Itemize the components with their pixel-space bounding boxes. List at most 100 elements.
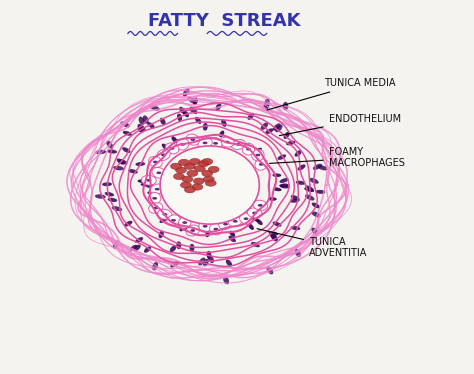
Ellipse shape [186, 225, 200, 236]
Ellipse shape [279, 184, 289, 187]
Ellipse shape [280, 178, 289, 183]
Ellipse shape [193, 178, 204, 184]
Ellipse shape [252, 216, 259, 222]
Ellipse shape [291, 195, 300, 200]
Ellipse shape [291, 226, 301, 230]
Ellipse shape [163, 215, 170, 220]
Ellipse shape [202, 141, 208, 144]
Ellipse shape [146, 184, 155, 188]
Ellipse shape [195, 117, 201, 124]
Ellipse shape [253, 200, 267, 211]
Ellipse shape [129, 245, 137, 251]
Ellipse shape [210, 223, 222, 235]
Ellipse shape [123, 131, 132, 136]
Ellipse shape [190, 244, 194, 252]
Ellipse shape [108, 198, 118, 202]
Ellipse shape [147, 122, 155, 129]
Ellipse shape [247, 208, 262, 218]
Ellipse shape [273, 174, 282, 177]
Ellipse shape [137, 180, 146, 183]
Ellipse shape [273, 221, 282, 227]
Ellipse shape [155, 188, 160, 190]
Ellipse shape [271, 233, 278, 241]
Ellipse shape [146, 179, 151, 182]
Ellipse shape [184, 187, 195, 193]
Ellipse shape [176, 241, 182, 249]
Ellipse shape [134, 245, 141, 251]
Ellipse shape [180, 143, 185, 146]
Ellipse shape [149, 157, 162, 168]
Ellipse shape [253, 211, 261, 215]
Ellipse shape [148, 193, 161, 204]
Ellipse shape [275, 125, 283, 132]
Ellipse shape [206, 251, 211, 259]
Ellipse shape [231, 140, 246, 150]
Ellipse shape [266, 266, 273, 275]
Ellipse shape [117, 159, 124, 165]
Ellipse shape [180, 140, 186, 146]
Ellipse shape [255, 159, 267, 170]
Ellipse shape [255, 148, 262, 153]
Text: TUNICA MEDIA: TUNICA MEDIA [267, 79, 395, 110]
Ellipse shape [229, 231, 235, 237]
Ellipse shape [157, 149, 170, 160]
Ellipse shape [208, 255, 214, 263]
Ellipse shape [188, 97, 196, 104]
Ellipse shape [105, 192, 114, 196]
Ellipse shape [225, 141, 229, 143]
Ellipse shape [199, 220, 211, 232]
Ellipse shape [172, 136, 177, 142]
Ellipse shape [244, 143, 250, 148]
Ellipse shape [213, 142, 218, 145]
Ellipse shape [187, 170, 198, 177]
Ellipse shape [233, 220, 237, 223]
Ellipse shape [313, 164, 322, 170]
Ellipse shape [316, 190, 326, 194]
Ellipse shape [309, 178, 319, 184]
Ellipse shape [144, 246, 151, 253]
Ellipse shape [118, 159, 128, 165]
Ellipse shape [252, 149, 264, 161]
Ellipse shape [136, 162, 145, 166]
Ellipse shape [223, 223, 228, 226]
Ellipse shape [176, 139, 189, 150]
Ellipse shape [228, 216, 242, 227]
Ellipse shape [180, 224, 184, 232]
Text: FOAMY
MACROPHAGES: FOAMY MACROPHAGES [270, 147, 405, 169]
Ellipse shape [128, 169, 138, 174]
Ellipse shape [203, 225, 208, 228]
Text: ENDOTHELIUM: ENDOTHELIUM [279, 114, 401, 136]
Ellipse shape [277, 154, 286, 160]
Ellipse shape [194, 166, 205, 172]
Ellipse shape [208, 166, 219, 172]
Ellipse shape [152, 197, 157, 200]
Ellipse shape [210, 138, 222, 149]
Ellipse shape [244, 217, 248, 220]
Ellipse shape [191, 229, 195, 232]
Ellipse shape [228, 236, 236, 242]
Ellipse shape [182, 221, 187, 224]
Ellipse shape [147, 191, 156, 194]
Ellipse shape [203, 123, 208, 131]
Ellipse shape [159, 218, 167, 223]
Ellipse shape [95, 150, 106, 154]
Ellipse shape [283, 102, 288, 110]
Ellipse shape [318, 165, 328, 171]
Ellipse shape [252, 212, 257, 214]
Ellipse shape [107, 150, 117, 154]
Ellipse shape [183, 224, 189, 231]
Ellipse shape [150, 105, 160, 111]
Text: TUNICA
ADVENTITIA: TUNICA ADVENTITIA [257, 229, 367, 258]
Ellipse shape [181, 182, 191, 188]
Ellipse shape [268, 231, 278, 236]
Ellipse shape [283, 132, 290, 139]
Ellipse shape [102, 182, 112, 186]
Ellipse shape [268, 197, 277, 201]
Ellipse shape [246, 148, 251, 150]
Ellipse shape [163, 213, 167, 216]
Ellipse shape [258, 204, 263, 207]
Ellipse shape [171, 219, 176, 222]
Ellipse shape [158, 231, 164, 238]
Ellipse shape [150, 184, 164, 194]
Ellipse shape [170, 245, 176, 252]
